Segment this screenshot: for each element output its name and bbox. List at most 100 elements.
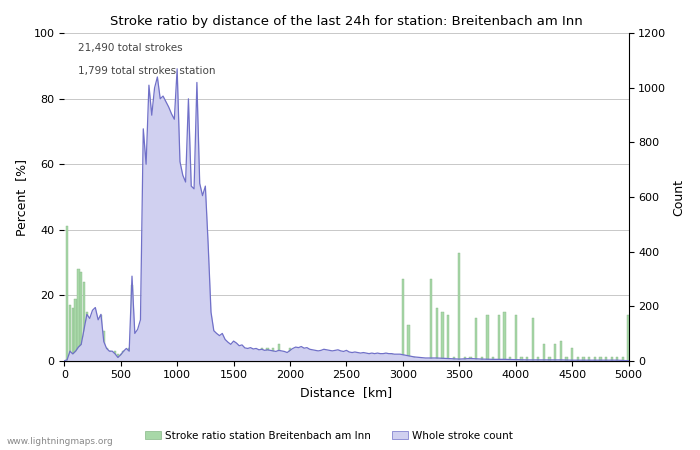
Bar [396, 357, 398, 361]
Bar [447, 315, 449, 361]
Bar [199, 348, 201, 361]
Bar [193, 344, 195, 361]
Bar [610, 357, 612, 361]
Bar [407, 325, 410, 361]
Bar [605, 357, 607, 361]
Bar [616, 357, 618, 361]
Bar [441, 311, 444, 361]
Bar [554, 344, 556, 361]
Bar [577, 357, 579, 361]
Bar [145, 321, 147, 361]
Bar [164, 348, 167, 361]
Bar [83, 282, 85, 361]
Bar [374, 357, 376, 361]
Bar [312, 357, 314, 361]
Bar [74, 298, 77, 361]
Bar [182, 348, 184, 361]
Bar [284, 354, 286, 361]
Bar [470, 357, 472, 361]
Bar [224, 348, 226, 361]
Bar [162, 344, 164, 361]
Bar [176, 348, 178, 361]
Bar [588, 357, 590, 361]
Bar [156, 328, 158, 361]
Bar [244, 357, 246, 361]
Bar [178, 325, 181, 361]
Bar [582, 357, 584, 361]
Bar [391, 354, 393, 361]
Bar [458, 253, 461, 361]
Bar [128, 348, 130, 361]
Bar [66, 226, 68, 361]
Bar [190, 325, 192, 361]
Bar [260, 348, 263, 361]
Bar [498, 315, 500, 361]
Bar [520, 357, 522, 361]
Bar [351, 357, 354, 361]
Bar [317, 354, 319, 361]
Bar [266, 348, 269, 361]
Bar [430, 279, 432, 361]
Bar [230, 351, 232, 361]
Title: Stroke ratio by distance of the last 24h for station: Breitenbach am Inn: Stroke ratio by distance of the last 24h… [110, 15, 583, 28]
Bar [69, 305, 71, 361]
Bar [196, 292, 198, 361]
X-axis label: Distance  [km]: Distance [km] [300, 386, 393, 399]
Bar [136, 341, 139, 361]
Legend: Stroke ratio station Breitenbach am Inn, Whole stroke count: Stroke ratio station Breitenbach am Inn,… [141, 427, 517, 445]
Bar [526, 357, 528, 361]
Bar [218, 348, 220, 361]
Y-axis label: Count: Count [672, 179, 685, 216]
Bar [571, 348, 573, 361]
Bar [94, 325, 97, 361]
Bar [80, 272, 83, 361]
Bar [232, 348, 234, 361]
Bar [481, 357, 483, 361]
Bar [216, 348, 218, 361]
Bar [185, 341, 187, 361]
Bar [627, 315, 630, 361]
Bar [509, 357, 511, 361]
Bar [202, 348, 204, 361]
Bar [188, 348, 190, 361]
Bar [92, 318, 94, 361]
Bar [142, 318, 144, 361]
Bar [514, 315, 517, 361]
Bar [255, 357, 258, 361]
Bar [120, 354, 122, 361]
Bar [131, 285, 133, 361]
Bar [88, 321, 91, 361]
Bar [435, 308, 438, 361]
Text: www.lightningmaps.org: www.lightningmaps.org [7, 436, 113, 446]
Bar [531, 318, 534, 361]
Bar [97, 334, 99, 361]
Bar [134, 341, 136, 361]
Bar [503, 311, 505, 361]
Bar [173, 348, 176, 361]
Bar [167, 348, 170, 361]
Bar [340, 357, 342, 361]
Bar [122, 351, 125, 361]
Bar [328, 357, 330, 361]
Bar [249, 354, 251, 361]
Bar [289, 348, 291, 361]
Bar [599, 357, 601, 361]
Y-axis label: Percent  [%]: Percent [%] [15, 158, 28, 235]
Bar [153, 328, 155, 361]
Bar [139, 338, 141, 361]
Bar [85, 311, 88, 361]
Bar [213, 351, 215, 361]
Bar [306, 357, 308, 361]
Bar [356, 357, 359, 361]
Bar [170, 351, 173, 361]
Bar [622, 357, 624, 361]
Bar [77, 269, 80, 361]
Bar [150, 325, 153, 361]
Bar [71, 308, 74, 361]
Bar [272, 348, 274, 361]
Bar [159, 344, 161, 361]
Bar [108, 351, 111, 361]
Text: 21,490 total strokes: 21,490 total strokes [78, 43, 183, 53]
Bar [486, 315, 489, 361]
Bar [148, 298, 150, 361]
